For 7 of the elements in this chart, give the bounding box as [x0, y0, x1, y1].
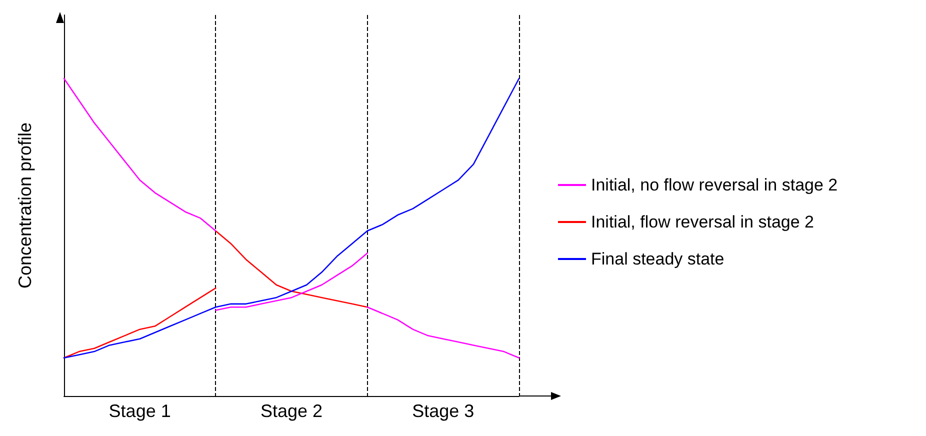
y-axis-title: Concentration profile — [15, 122, 35, 289]
x-tick-label: Stage 3 — [412, 401, 474, 421]
x-tick-label: Stage 1 — [108, 401, 171, 421]
legend-label: Initial, no flow reversal in stage 2 — [591, 176, 838, 194]
legend-label: Final steady state — [591, 250, 724, 268]
legend-label: Initial, flow reversal in stage 2 — [591, 212, 814, 232]
x-tick-label: Stage 2 — [260, 401, 323, 421]
